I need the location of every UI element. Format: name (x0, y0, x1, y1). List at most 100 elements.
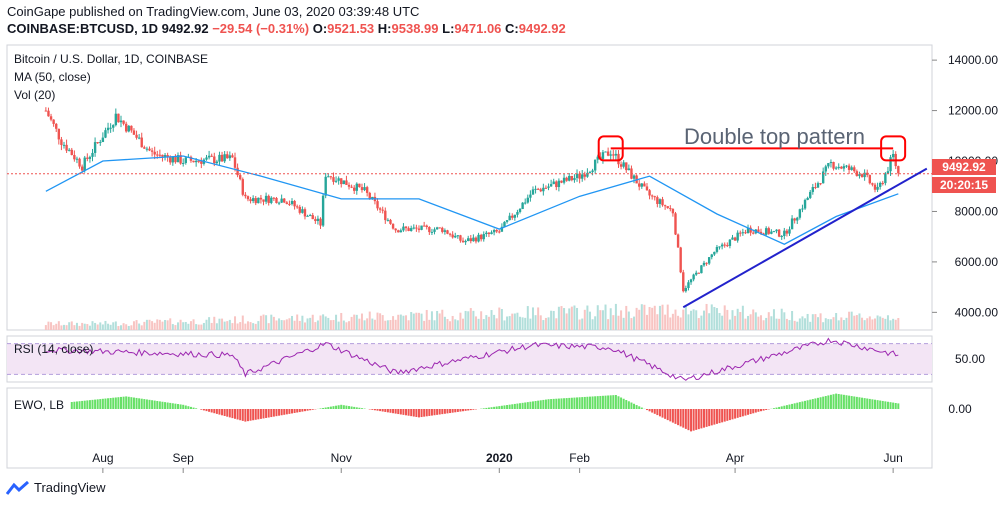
candle-body (52, 119, 55, 124)
candle-body (259, 197, 263, 200)
volume-bar (513, 313, 516, 330)
candle-body (223, 154, 226, 162)
ewo-bar (215, 409, 218, 414)
volume-bar (599, 310, 602, 330)
volume-bar (793, 320, 796, 330)
volume-bar (739, 312, 742, 330)
ewo-bar (392, 409, 395, 414)
volume-bar (658, 305, 661, 330)
ewo-bar (158, 401, 161, 409)
high-value: 9538.99 (391, 21, 439, 36)
volume-bar (228, 319, 231, 330)
volume-bar (454, 319, 457, 330)
volume-bar (430, 311, 433, 330)
ewo-bar (780, 406, 783, 409)
candle-body (575, 173, 579, 179)
volume-bar (451, 315, 454, 330)
volume-bar (886, 315, 889, 330)
volume-bar (666, 304, 669, 330)
candle-body (303, 209, 307, 217)
candle-body (666, 206, 669, 209)
candle-body (762, 233, 765, 235)
candle-body (723, 244, 726, 246)
candle-body (179, 155, 182, 164)
ewo-bar (311, 409, 314, 410)
ewo-axis-label: 0.00 (948, 402, 972, 416)
volume-bar (555, 318, 558, 330)
ewo-bar (785, 405, 788, 409)
candle-body (371, 196, 374, 199)
ewo-bar (182, 404, 185, 409)
volume-bar (166, 320, 169, 330)
ewo-bar (806, 400, 809, 409)
volume-bar (638, 309, 641, 330)
volume-bar (809, 321, 812, 330)
candle-body (306, 215, 309, 217)
ewo-bar (531, 401, 534, 409)
volume-bar (788, 320, 791, 330)
volume-bar (195, 324, 198, 330)
volume-bar (770, 316, 773, 330)
volume-bar (661, 304, 664, 330)
volume-bar (293, 320, 296, 330)
candle-body (122, 120, 125, 124)
candle-body (482, 234, 485, 240)
volume-bar (135, 320, 138, 330)
candle-body (609, 154, 612, 156)
candle-body (137, 137, 141, 139)
volume-bar (205, 319, 208, 330)
volume-bar (177, 322, 180, 330)
ewo-bar (516, 403, 519, 409)
ewo-bar (796, 402, 799, 409)
candle-body (891, 153, 895, 158)
candle-body (583, 174, 587, 177)
candle-body (650, 195, 654, 197)
ewo-bar (358, 407, 361, 409)
volume-bar (702, 310, 705, 330)
ewo-bar (104, 398, 107, 409)
candle-body (181, 162, 185, 164)
ewo-bar (811, 399, 814, 409)
volume-bar (161, 321, 164, 330)
volume-bar (728, 319, 731, 330)
ewo-bar (420, 409, 423, 418)
candle-body (334, 180, 338, 182)
volume-bar (485, 315, 488, 330)
ewo-bar (664, 409, 667, 419)
ewo-bar (202, 409, 205, 411)
candle-body (156, 154, 159, 156)
volume-bar (436, 310, 439, 330)
volume-bar (363, 320, 366, 330)
candle-body (270, 197, 273, 203)
candle-body (676, 234, 680, 248)
ewo-bar (555, 398, 558, 409)
publish-info: CoinGape published on TradingView.com, J… (7, 4, 420, 19)
candle-body (684, 288, 688, 292)
ewo-bar (638, 406, 641, 409)
candle-body (433, 229, 436, 232)
candle-body (124, 123, 128, 132)
ewo-bar (425, 409, 428, 417)
candle-body (498, 231, 501, 233)
candle-body (783, 230, 786, 237)
candle-body (360, 187, 364, 191)
candle-body (412, 227, 415, 229)
x-axis-label: Jun (883, 451, 902, 465)
volume-bar (534, 315, 537, 330)
ewo-bar (607, 395, 610, 409)
ewo-bar (490, 407, 493, 409)
ewo-bar (70, 402, 73, 409)
ewo-bar (288, 409, 291, 414)
volume-bar (197, 324, 200, 330)
volume-bar (539, 315, 542, 330)
ewo-bar (236, 409, 239, 420)
ewo-bar (500, 405, 503, 409)
volume-bar (415, 312, 418, 330)
ewo-bar (130, 397, 133, 409)
ewo-bar (658, 409, 661, 417)
ewo-bar (449, 409, 452, 414)
candle-body (573, 178, 576, 181)
volume-bar (244, 323, 247, 330)
candle-body (233, 157, 237, 168)
